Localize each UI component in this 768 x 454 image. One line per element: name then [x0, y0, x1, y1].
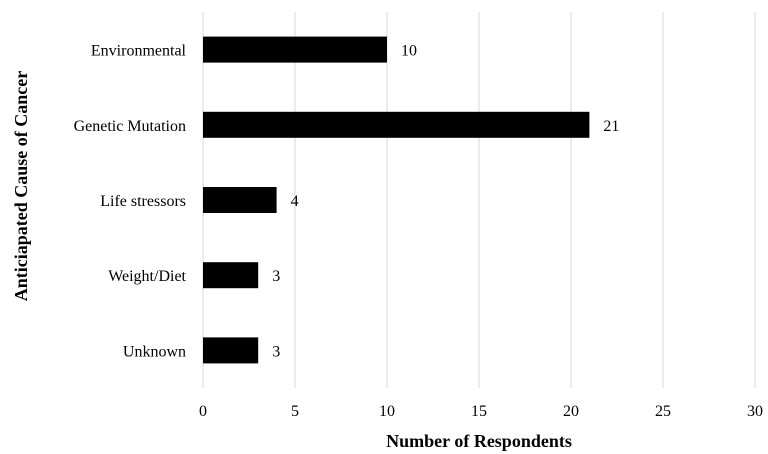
x-tick-label: 0	[199, 403, 207, 420]
x-tick-label: 5	[291, 403, 299, 420]
bar-environmental	[203, 36, 387, 63]
data-label: 4	[291, 193, 299, 210]
gridlines	[202, 12, 756, 388]
y-category-label: Weight/Diet	[108, 268, 186, 285]
data-label: 10	[401, 43, 417, 60]
bars	[203, 36, 590, 364]
data-label: 21	[603, 118, 619, 135]
y-category-label: Unknown	[123, 343, 186, 360]
x-tick-label: 30	[747, 403, 763, 420]
y-category-label: Genetic Mutation	[74, 118, 186, 135]
data-label: 3	[272, 343, 280, 360]
bar-life-stressors	[203, 187, 277, 213]
x-tick-label: 10	[379, 403, 395, 420]
y-category-label: Environmental	[91, 43, 187, 60]
bar-unknown	[203, 337, 259, 364]
bar-genetic-mutation	[203, 111, 590, 138]
y-category-label: Life stressors	[100, 193, 186, 210]
data-label: 3	[272, 268, 280, 285]
x-tick-label: 25	[655, 403, 671, 420]
labels: 0 5 10 15 20 25 30 Environmental 10 Genetic Mutat…	[74, 43, 763, 420]
x-tick-label: 20	[563, 403, 579, 420]
x-axis-title: Number of Respondents	[386, 431, 572, 451]
x-tick-label: 15	[471, 403, 487, 420]
bar-weight-diet	[203, 262, 259, 289]
y-axis-title: Anticiapated Cause of Cancer	[11, 71, 31, 301]
